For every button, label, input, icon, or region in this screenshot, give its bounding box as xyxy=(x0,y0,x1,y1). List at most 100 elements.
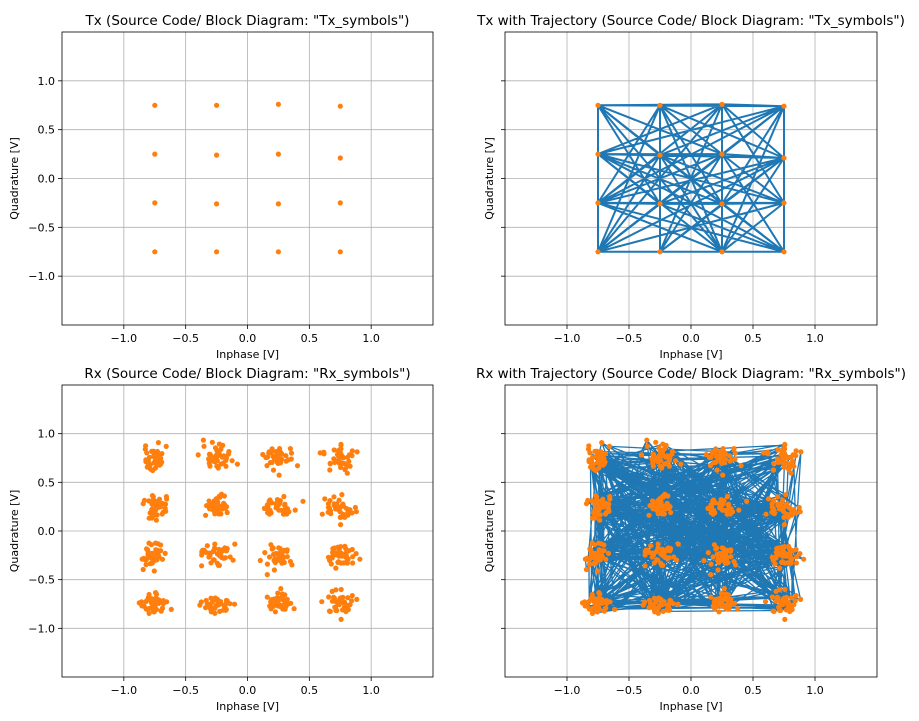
data-point xyxy=(327,508,334,514)
data-point xyxy=(655,541,661,547)
data-point xyxy=(723,551,729,557)
data-point xyxy=(781,522,787,528)
data-point xyxy=(586,557,592,563)
data-point xyxy=(772,561,778,567)
data-point xyxy=(783,492,789,498)
data-point xyxy=(204,543,210,549)
data-point xyxy=(143,599,149,605)
data-point xyxy=(271,567,277,573)
data-point xyxy=(333,587,339,593)
data-point xyxy=(592,555,598,561)
data-point xyxy=(769,501,775,507)
data-point xyxy=(232,541,238,547)
data-point xyxy=(220,442,226,448)
data-point xyxy=(667,597,673,604)
data-point xyxy=(212,595,218,601)
data-point xyxy=(327,608,333,615)
data-point xyxy=(159,605,166,611)
data-point xyxy=(595,200,601,206)
data-point xyxy=(797,551,803,557)
data-point xyxy=(793,448,799,454)
data-point xyxy=(163,494,169,500)
data-point xyxy=(271,601,277,607)
data-point xyxy=(264,572,270,578)
data-point xyxy=(650,552,657,558)
data-point xyxy=(657,454,663,460)
data-point xyxy=(227,554,233,560)
data-point xyxy=(338,441,344,447)
data-point xyxy=(222,502,228,508)
data-point xyxy=(664,460,670,466)
data-point xyxy=(270,467,277,473)
data-point xyxy=(602,451,608,457)
data-point xyxy=(337,103,343,109)
chart-panel-4: −1.0 −0.5 0.0 0.5 1.0 Rx with Trajectory (Sou… xyxy=(476,366,906,713)
data-point xyxy=(143,562,149,568)
data-point xyxy=(738,463,744,469)
data-point xyxy=(775,545,781,551)
data-point xyxy=(200,437,206,443)
x-tick-label: 1.0 xyxy=(806,684,824,697)
data-point xyxy=(771,508,777,514)
data-point xyxy=(589,515,596,521)
data-point xyxy=(723,593,729,600)
data-point xyxy=(669,451,675,457)
data-point xyxy=(281,598,287,604)
data-point xyxy=(214,448,220,454)
data-point xyxy=(781,509,787,515)
data-point xyxy=(599,600,605,607)
data-point xyxy=(339,460,345,466)
data-point xyxy=(663,548,669,554)
data-point xyxy=(774,552,780,559)
data-point xyxy=(788,595,795,601)
data-point xyxy=(158,455,164,461)
data-point xyxy=(719,600,725,606)
data-point xyxy=(214,506,220,512)
data-point xyxy=(595,151,601,157)
data-point xyxy=(280,557,286,563)
data-point xyxy=(213,496,219,502)
data-point xyxy=(657,201,663,207)
x-tick-label: −1.0 xyxy=(110,684,137,697)
chart-title: Rx (Source Code/ Block Diagram: "Rx_symb… xyxy=(84,366,410,382)
data-point xyxy=(284,547,290,553)
data-point xyxy=(654,548,660,554)
data-point xyxy=(338,446,344,452)
data-point xyxy=(785,599,791,605)
data-point xyxy=(215,465,221,471)
data-point xyxy=(350,554,356,560)
data-point xyxy=(284,554,290,560)
data-point xyxy=(349,448,355,454)
data-point xyxy=(152,151,158,157)
data-point xyxy=(607,494,613,500)
data-point xyxy=(597,454,603,460)
data-point xyxy=(292,507,298,513)
data-point xyxy=(601,455,607,461)
data-point xyxy=(770,467,777,473)
data-point xyxy=(712,606,718,612)
data-point xyxy=(601,461,607,467)
data-point xyxy=(648,543,654,549)
data-point xyxy=(338,464,344,470)
x-tick-label: 0.0 xyxy=(239,684,257,697)
x-tick-label: 0.5 xyxy=(301,684,319,697)
data-point xyxy=(648,601,654,607)
data-point xyxy=(227,601,233,607)
data-point xyxy=(597,557,603,563)
data-point xyxy=(341,599,348,605)
data-point xyxy=(708,503,715,509)
data-point xyxy=(590,510,596,516)
data-point xyxy=(319,511,325,517)
data-point xyxy=(658,506,664,512)
data-point xyxy=(708,572,714,578)
data-point xyxy=(204,601,211,607)
data-point xyxy=(789,458,796,464)
data-point xyxy=(154,512,160,518)
data-point xyxy=(145,463,151,469)
data-point xyxy=(582,599,588,605)
data-point xyxy=(344,560,350,566)
data-point xyxy=(719,201,725,207)
data-point xyxy=(673,458,679,464)
data-point xyxy=(731,558,737,565)
data-point xyxy=(146,540,152,546)
